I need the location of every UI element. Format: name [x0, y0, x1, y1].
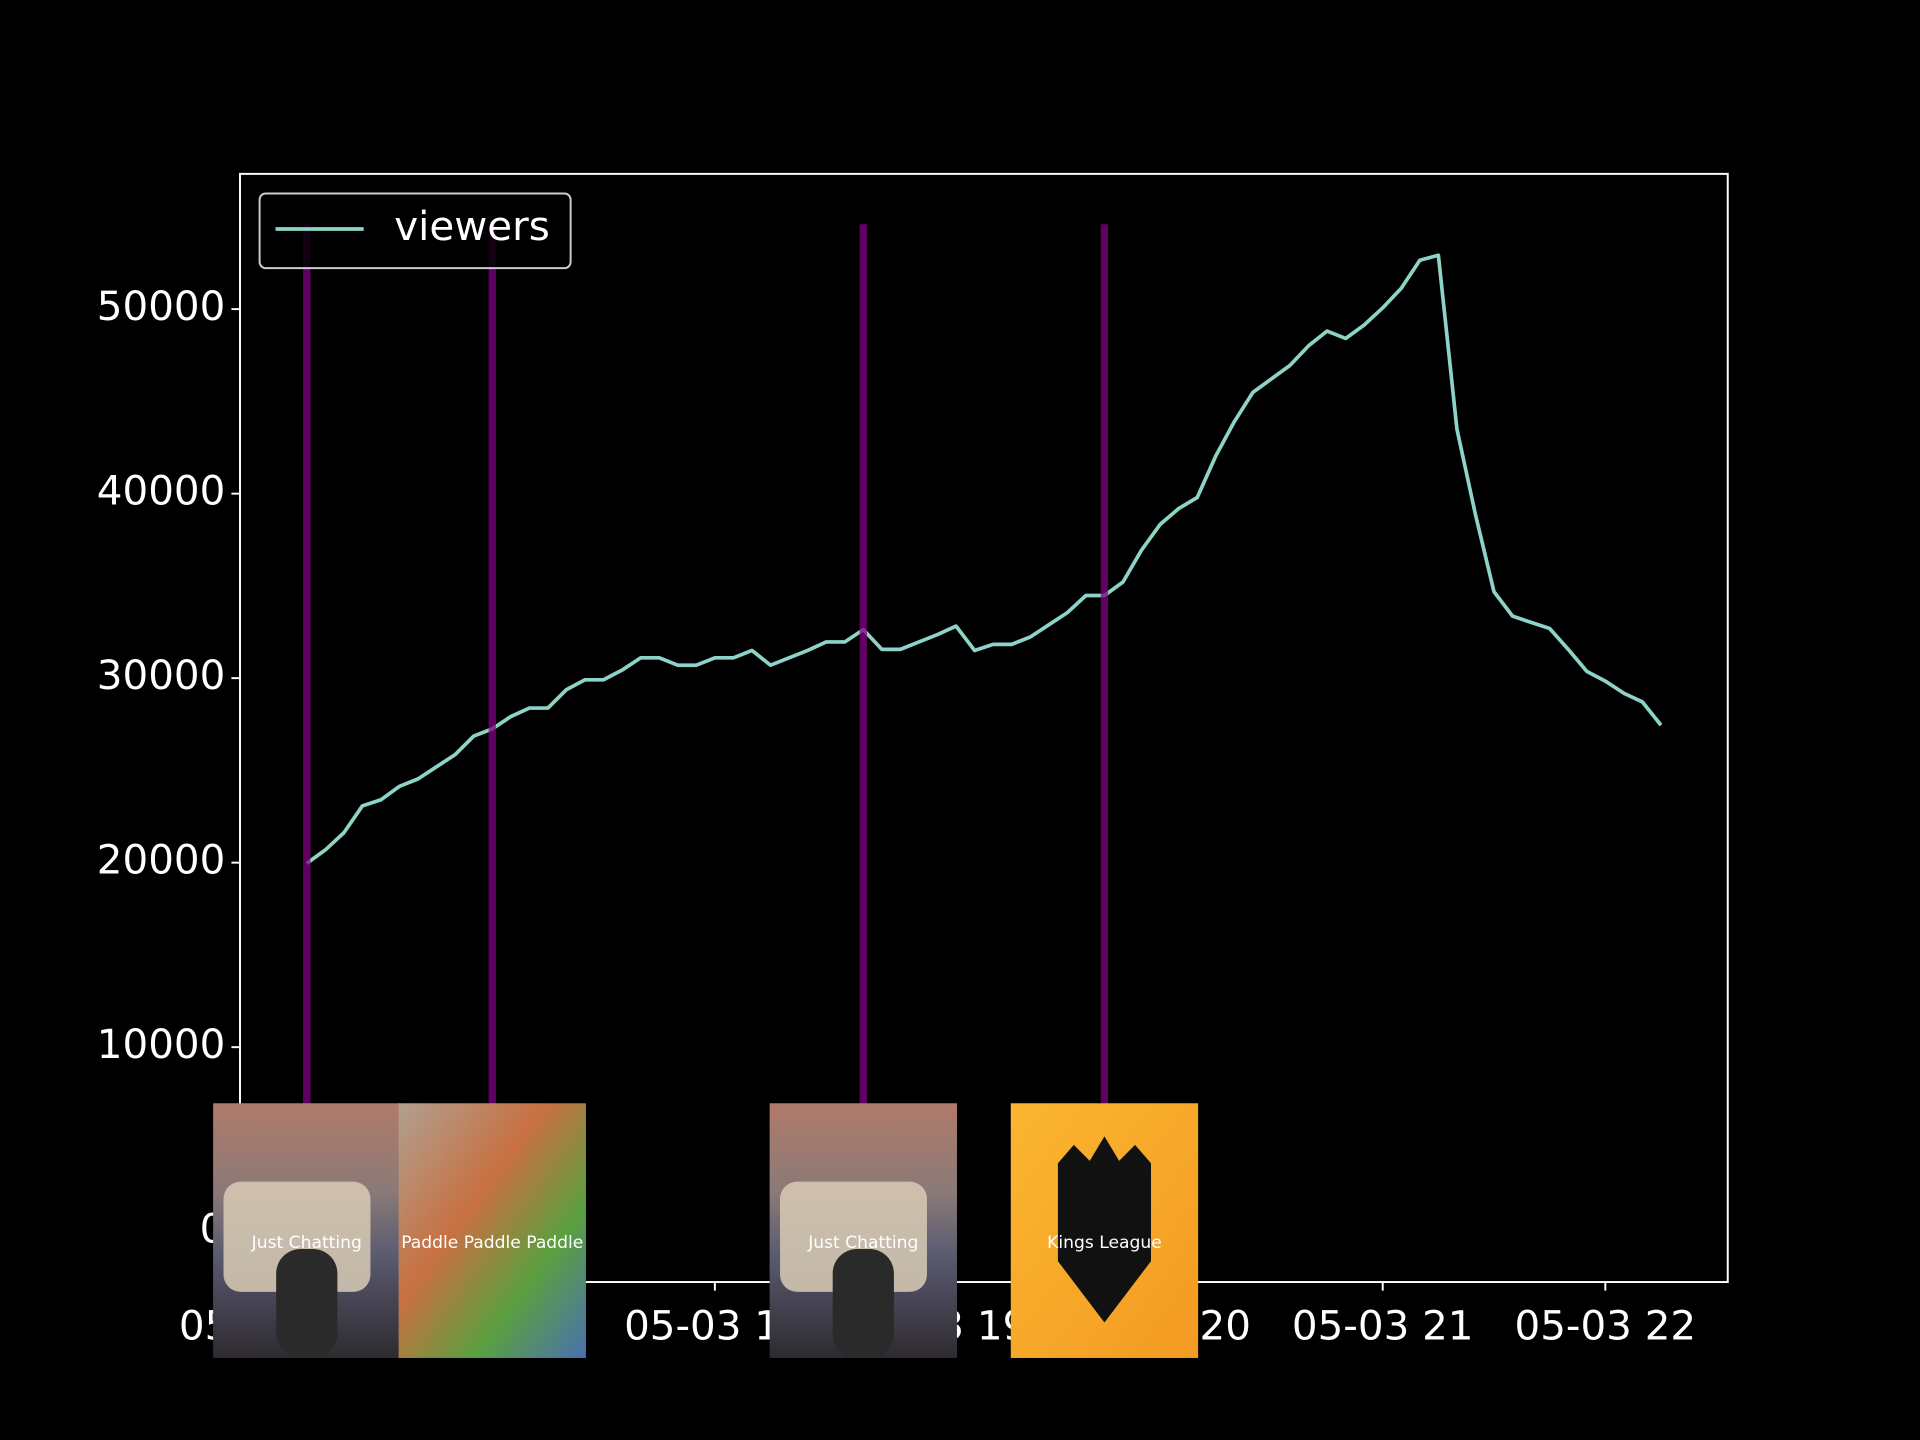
legend: viewers — [258, 192, 572, 270]
thumbnail-crest — [1057, 1136, 1151, 1323]
y-tick-label: 40000 — [97, 467, 226, 515]
game-thumbnail: Just Chatting — [213, 1103, 401, 1358]
x-tick-label: 05-03 22 — [1515, 1302, 1697, 1350]
game-thumbnail: Just Chatting — [769, 1103, 957, 1358]
thumbnail-label: Just Chatting — [251, 1233, 362, 1253]
thumbnail-label: Paddle Paddle Paddle — [401, 1233, 583, 1253]
y-tick-label: 30000 — [97, 651, 226, 699]
thumbnail-image — [398, 1103, 586, 1358]
game-thumbnail: Kings League — [1010, 1103, 1199, 1358]
thumbnail-label: Just Chatting — [807, 1233, 918, 1253]
thumbnail-mic — [832, 1248, 894, 1358]
line-series — [305, 253, 1663, 865]
y-tick-label: 20000 — [97, 836, 226, 884]
x-tick-label: 05-03 21 — [1292, 1302, 1474, 1350]
thumbnail-mic — [276, 1248, 338, 1358]
y-tick-label: 10000 — [97, 1020, 226, 1068]
y-tick-label: 50000 — [97, 282, 226, 330]
thumbnail-label: Kings League — [1047, 1233, 1162, 1253]
legend-box — [258, 192, 572, 270]
axes-frame — [239, 172, 1729, 1284]
game-thumbnail: Paddle Paddle Paddle — [398, 1103, 586, 1358]
legend-label: viewers — [394, 202, 550, 250]
